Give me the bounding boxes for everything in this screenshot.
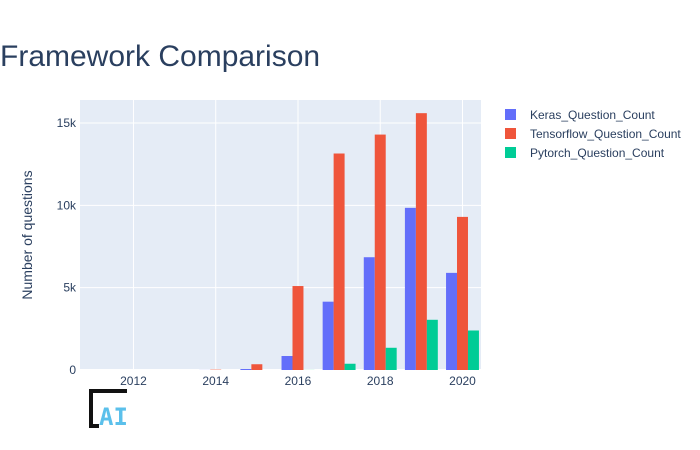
bar-keras-question-count-2020[interactable]: [446, 272, 458, 370]
bar-keras-question-count-2015[interactable]: [240, 369, 252, 370]
legend-label: Tensorflow_Question_Count: [530, 127, 681, 141]
legend-item-pytorch-question-count[interactable]: Pytorch_Question_Count: [505, 146, 665, 160]
y-tick-label: 15k: [57, 116, 77, 130]
bar-pytorch-question-count-2020[interactable]: [467, 330, 479, 370]
legend-swatch: [505, 128, 516, 139]
bars: [199, 113, 479, 371]
bar-tensorflow-question-count-2018[interactable]: [374, 134, 386, 370]
x-tick-label: 2014: [202, 374, 229, 388]
x-axis-ticks: 2012 2014 2016 2018 2020: [120, 374, 476, 388]
y-tick-label: 10k: [57, 198, 77, 212]
bar-pytorch-question-count-2017[interactable]: [344, 363, 356, 370]
x-tick-label: 2018: [367, 374, 394, 388]
chart-title: Framework Comparison: [0, 40, 320, 73]
bar-tensorflow-question-count-2019[interactable]: [415, 113, 427, 371]
y-axis-ticks: 0 5k 10k 15k: [57, 116, 77, 377]
bar-keras-question-count-2018[interactable]: [363, 257, 375, 370]
legend-swatch: [505, 147, 516, 158]
bar-tensorflow-question-count-2016[interactable]: [292, 286, 304, 370]
y-axis-title: Number of questions: [19, 170, 35, 299]
legend-swatch: [505, 109, 516, 120]
legend-label: Pytorch_Question_Count: [530, 146, 665, 160]
legend-item-tensorflow-question-count[interactable]: Tensorflow_Question_Count: [505, 127, 681, 141]
x-tick-label: 2020: [449, 374, 476, 388]
y-tick-label: 5k: [63, 281, 77, 295]
bar-keras-question-count-2017[interactable]: [322, 301, 334, 370]
bar-pytorch-question-count-2018[interactable]: [385, 347, 397, 370]
logo-text: AI: [99, 403, 128, 431]
ai-logo: AI: [89, 389, 128, 431]
bar-tensorflow-question-count-2015[interactable]: [251, 364, 263, 370]
legend-label: Keras_Question_Count: [530, 108, 655, 122]
bar-pytorch-question-count-2019[interactable]: [426, 319, 438, 370]
x-tick-label: 2012: [120, 374, 147, 388]
bar-keras-question-count-2016[interactable]: [281, 356, 293, 370]
legend[interactable]: Keras_Question_Count Tensorflow_Question_…: [505, 108, 681, 160]
legend-item-keras-question-count[interactable]: Keras_Question_Count: [505, 108, 655, 122]
bar-tensorflow-question-count-2020[interactable]: [457, 216, 468, 370]
y-tick-label: 0: [69, 363, 76, 377]
logo-bracket: [89, 389, 127, 428]
bar-tensorflow-question-count-2017[interactable]: [333, 153, 345, 370]
x-tick-label: 2016: [285, 374, 312, 388]
bar-keras-question-count-2019[interactable]: [404, 207, 416, 370]
